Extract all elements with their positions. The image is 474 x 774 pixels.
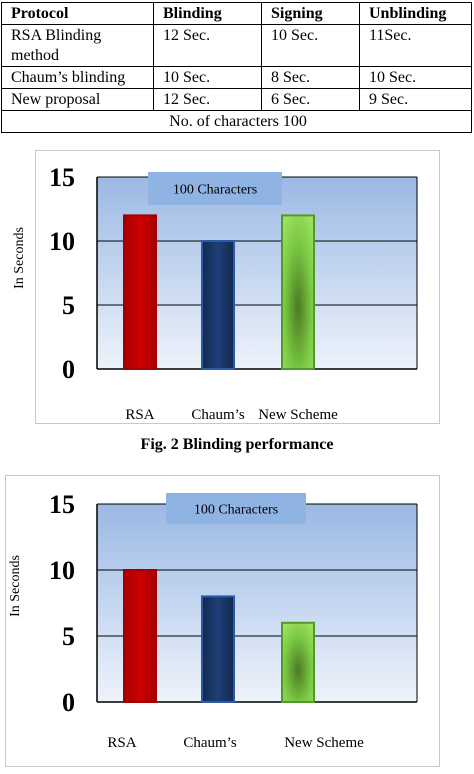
annotation-box	[166, 493, 306, 524]
x-tick-label: Chaum’s	[183, 735, 236, 751]
table-footer: No. of characters 100	[1, 110, 472, 133]
y-tick-label: 10	[49, 556, 75, 585]
bar	[201, 240, 235, 370]
bar	[281, 214, 315, 370]
blinding-chart: 0 5 10 15 RSA Chaum’s New Scheme 100 Characters	[49, 163, 418, 423]
y-tick-label: 5	[62, 622, 75, 651]
y-tick-label: 15	[49, 490, 75, 519]
x-tick-label: RSA	[107, 735, 136, 751]
table-cell: 10 Sec.	[153, 66, 262, 89]
table-row: Chaum’s blinding 10 Sec. 8 Sec. 10 Sec.	[1, 66, 472, 89]
table-cell: RSA Blinding method	[1, 24, 154, 67]
y-tick-label: 15	[49, 163, 75, 192]
table-footer-row: No. of characters 100	[1, 110, 472, 133]
x-tick-label: RSA	[125, 407, 154, 423]
timing-table: Protocol Blinding Signing Unblinding RSA…	[1, 2, 472, 133]
annotation-text: 100 Characters	[194, 503, 278, 518]
bar	[281, 621, 315, 703]
bar	[201, 595, 235, 704]
y-tick-label: 5	[62, 291, 75, 320]
y-tick-label: 10	[49, 227, 75, 256]
table-cell: 12 Sec.	[153, 24, 262, 67]
x-tick-label: New Scheme	[258, 407, 338, 423]
figure-caption: Fig. 2 Blinding performance	[140, 436, 334, 453]
bar	[123, 569, 157, 703]
y-tick-label: 0	[62, 688, 75, 717]
table-row: New proposal 12 Sec. 6 Sec. 9 Sec.	[1, 88, 472, 111]
table-row: RSA Blinding method 12 Sec. 10 Sec. 11Se…	[1, 24, 472, 67]
table-cell: 10 Sec.	[261, 24, 360, 67]
annotation-box	[148, 172, 282, 205]
table-cell: 8 Sec.	[261, 66, 360, 89]
bar	[123, 214, 157, 370]
x-tick-label: Chaum’s	[191, 407, 244, 423]
y-tick-label: 0	[62, 355, 75, 384]
x-tick-label: New Scheme	[284, 735, 364, 751]
annotation-text: 100 Characters	[173, 183, 257, 198]
